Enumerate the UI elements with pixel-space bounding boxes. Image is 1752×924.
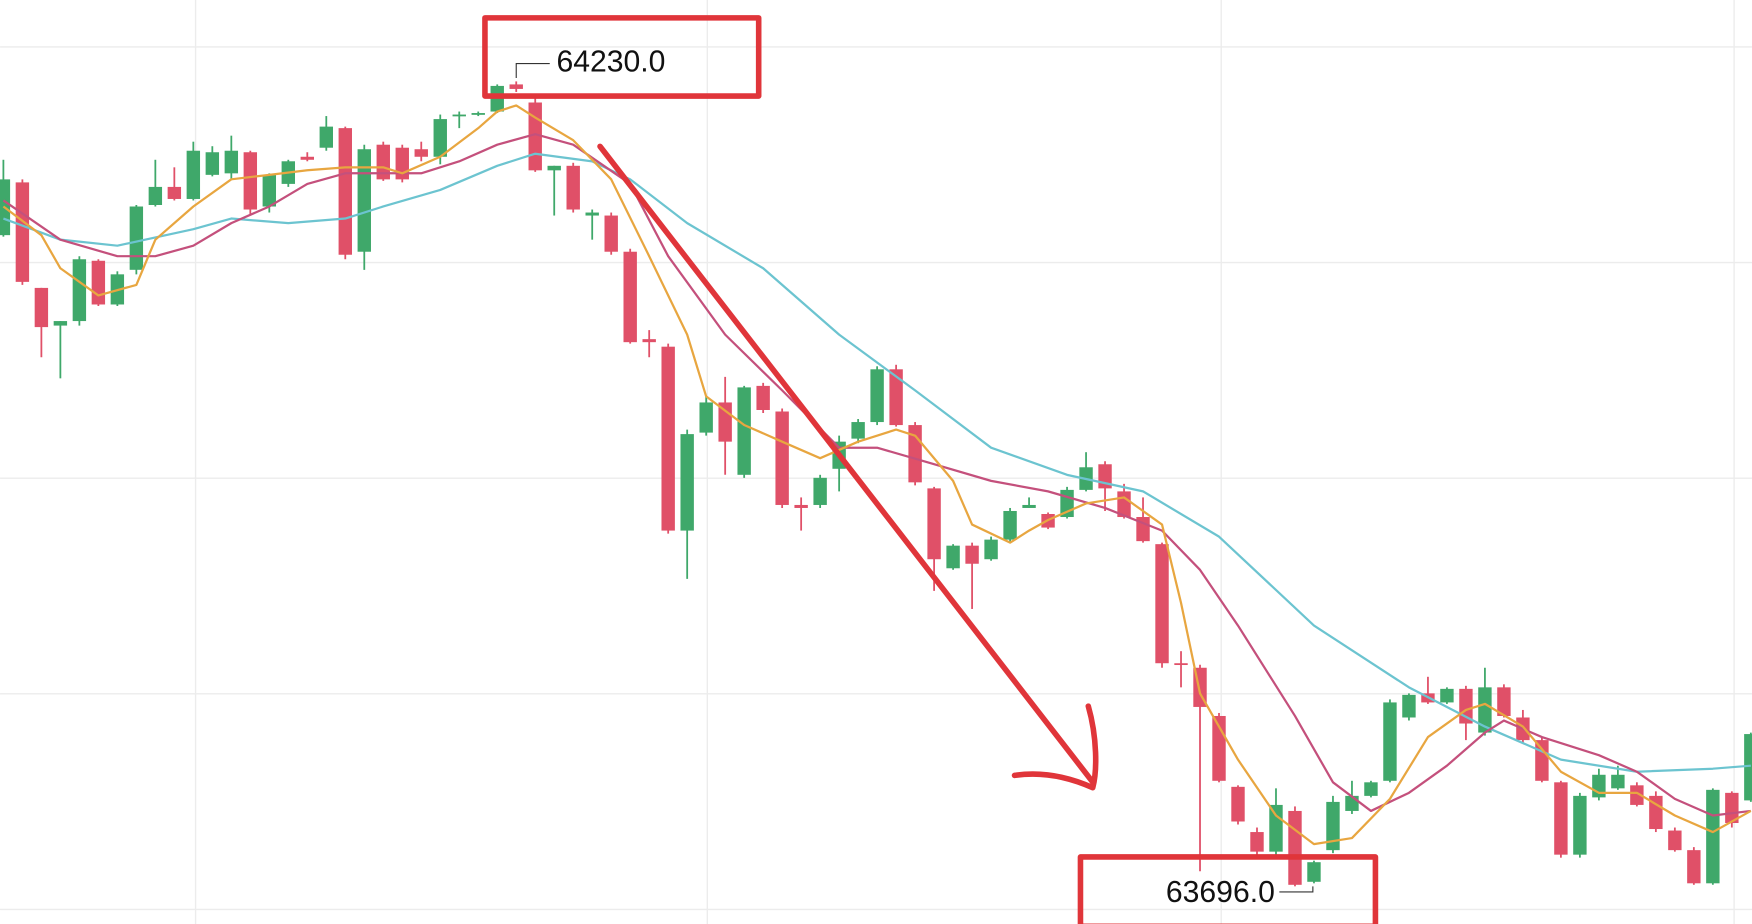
candle-body [1022, 504, 1036, 508]
candle-body [680, 434, 694, 531]
candle-body [699, 402, 713, 433]
candle-body [452, 114, 466, 117]
candle-body [1630, 785, 1644, 805]
candle-body [1364, 782, 1378, 796]
candle-body [870, 369, 884, 423]
candle-body [1611, 774, 1625, 789]
candle-body [1003, 510, 1017, 540]
candle-body [661, 346, 675, 531]
candle-body [1250, 832, 1264, 852]
candle-body [509, 84, 523, 89]
candle-body [585, 212, 599, 216]
candle-body [148, 186, 163, 205]
candle-body [376, 144, 390, 180]
candle-body [186, 150, 201, 199]
arrow-head [1011, 703, 1099, 791]
candle-body [1136, 517, 1150, 542]
candle-body [927, 488, 941, 560]
candle-body [1231, 786, 1245, 822]
candle-body [300, 156, 315, 160]
candles [0, 81, 1752, 887]
candle-body [1383, 702, 1397, 781]
candle-body [1288, 810, 1302, 885]
candle-body [91, 260, 106, 305]
trend-arrow [597, 143, 1096, 785]
low-label: 63696.0 [1166, 876, 1275, 909]
candle-body [262, 174, 277, 207]
candle-body [1326, 801, 1340, 851]
candle-body [338, 128, 352, 255]
moving-average-line [2, 133, 1751, 817]
candle-body [946, 545, 960, 569]
candle-body [1155, 544, 1169, 664]
candle-body [965, 545, 979, 564]
candle-body [604, 215, 618, 252]
candle-body [851, 422, 865, 439]
candle-body [167, 186, 182, 199]
candle-body [756, 385, 770, 410]
candle-body [813, 477, 827, 505]
candle-body [1554, 782, 1568, 855]
candle-body [1687, 850, 1701, 884]
moving-average-line [2, 104, 1752, 846]
candle-body [1535, 740, 1549, 781]
candle-body [34, 287, 49, 328]
candle-body [1668, 830, 1682, 851]
candle-body [1307, 862, 1321, 882]
highlight-box [1077, 854, 1379, 924]
candle-body [224, 150, 239, 174]
candle-body [1345, 795, 1359, 811]
candle-body [414, 149, 428, 157]
candle-body [1402, 694, 1416, 718]
candle-body [623, 251, 637, 343]
moving-averages [2, 104, 1752, 846]
high-connector [515, 62, 550, 79]
price-labels: 64230.0 63696.0 [515, 45, 1314, 909]
candle-body [737, 387, 751, 475]
candle-body [1744, 734, 1752, 801]
candle-body [129, 206, 144, 270]
candle-body [1592, 774, 1606, 798]
highlight-box [482, 15, 762, 99]
candle-body [775, 411, 789, 505]
candle-body [471, 113, 485, 115]
candle-body [642, 339, 656, 343]
low-connector [1279, 886, 1314, 893]
candle-body [395, 147, 409, 180]
high-label: 64230.0 [556, 45, 665, 78]
candle-body [794, 504, 808, 508]
moving-average-line [3, 152, 1751, 773]
candle-body [1706, 789, 1720, 884]
candle-body [547, 165, 561, 171]
candle-body [1497, 687, 1511, 716]
candle-body [15, 182, 30, 282]
candle-body [1174, 663, 1188, 666]
candle-body [357, 149, 371, 252]
candle-body [984, 539, 998, 560]
candle-body [889, 369, 903, 426]
hand-annotations [482, 15, 1379, 924]
candle-body [53, 321, 68, 326]
candle-body [319, 126, 333, 148]
candle-body [1573, 795, 1587, 855]
candle-body [205, 152, 220, 175]
candle-body [566, 165, 580, 210]
candle-body [1478, 687, 1492, 733]
candle-body [433, 119, 447, 157]
candle-body [1269, 804, 1283, 852]
candle-body [243, 152, 258, 210]
candle-body [1440, 688, 1454, 703]
candle-body [1649, 795, 1663, 830]
candle-body [72, 259, 87, 322]
candle-body [1725, 792, 1739, 824]
